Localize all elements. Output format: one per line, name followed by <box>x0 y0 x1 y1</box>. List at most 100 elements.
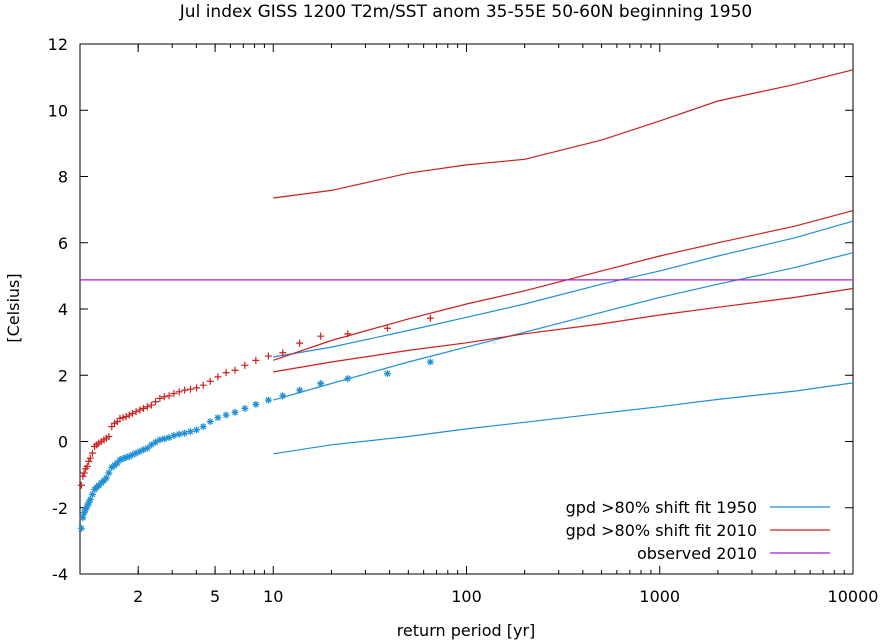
legend-label: observed 2010 <box>637 544 757 563</box>
data-point <box>344 330 352 338</box>
data-point <box>181 386 189 394</box>
data-point <box>136 447 144 455</box>
data-point <box>147 401 155 409</box>
data-point <box>241 404 249 412</box>
data-point <box>129 451 137 459</box>
data-point <box>132 449 140 457</box>
data-point <box>317 380 325 388</box>
data-point <box>214 373 222 381</box>
x-tick-label: 100 <box>451 587 482 606</box>
y-tick-label: -4 <box>52 565 68 584</box>
data-point <box>264 352 272 360</box>
y-tick-label: -2 <box>52 499 68 518</box>
x-tick-label: 10000 <box>828 587 879 606</box>
y-tick-label: 4 <box>58 300 68 319</box>
data-point <box>105 433 113 441</box>
data-point <box>214 414 222 422</box>
data-point <box>231 408 239 416</box>
data-point <box>175 430 183 438</box>
data-point <box>77 524 85 532</box>
data-point <box>88 491 96 498</box>
x-tick-label: 1000 <box>639 587 680 606</box>
data-point <box>193 426 201 434</box>
data-point <box>143 444 151 452</box>
data-point <box>344 375 352 383</box>
data-point <box>125 452 133 460</box>
data-point <box>83 462 91 470</box>
data-point <box>181 429 189 437</box>
series-line <box>273 382 854 455</box>
data-point <box>186 428 194 436</box>
data-point <box>139 404 147 412</box>
data-point <box>252 356 260 364</box>
data-point <box>83 502 91 510</box>
data-point <box>122 413 130 421</box>
data-point <box>119 414 127 422</box>
series-line <box>273 69 854 199</box>
legend-label: gpd >80% shift fit 2010 <box>566 521 757 540</box>
plot-area: -4 -2 0 2 4 6 8 10 12 2 5 10 100 1000 10000 <box>48 35 879 606</box>
data-point <box>279 349 287 357</box>
data-point <box>383 324 391 332</box>
plot-frame <box>79 43 854 575</box>
x-tick-label: 5 <box>210 587 220 606</box>
data-point <box>116 456 124 464</box>
data-point <box>252 400 260 408</box>
data-point <box>132 408 140 416</box>
data-point <box>122 453 130 461</box>
data-point <box>170 432 178 440</box>
y-tick-label: 0 <box>58 433 68 452</box>
y-tick-label: 2 <box>58 366 68 385</box>
data-point <box>105 469 113 477</box>
data-point <box>160 435 168 443</box>
y-tick-label: 12 <box>48 35 68 54</box>
y-tick-label: 8 <box>58 168 68 187</box>
data-point <box>129 409 137 417</box>
data-point <box>139 446 147 454</box>
data-point <box>186 385 194 393</box>
data-point <box>264 396 272 404</box>
data-point <box>175 388 183 396</box>
data-point <box>116 414 124 422</box>
series-line <box>273 210 854 361</box>
data-point <box>85 499 93 507</box>
data-point <box>222 369 230 377</box>
data-point <box>383 370 391 378</box>
data-point <box>296 339 304 347</box>
data-point <box>100 477 108 485</box>
data-point <box>111 461 119 469</box>
data-point <box>156 394 164 402</box>
y-tick-label: 6 <box>58 234 68 253</box>
data-point <box>80 469 88 477</box>
y-tick-label: 10 <box>48 101 68 120</box>
x-tick-label: 10 <box>263 587 283 606</box>
data-point <box>119 455 127 463</box>
data-point <box>136 406 144 414</box>
data-point <box>113 459 121 467</box>
series-line <box>273 287 854 373</box>
data-point <box>160 393 168 401</box>
data-point <box>85 457 93 465</box>
data-point <box>426 314 434 322</box>
data-point <box>79 472 87 480</box>
data-point <box>165 392 173 400</box>
data-point <box>125 411 133 419</box>
data-point <box>152 398 160 406</box>
data-point <box>170 389 178 397</box>
data-point <box>165 434 173 442</box>
legend-label: gpd >80% shift fit 1950 <box>566 498 757 517</box>
data-point <box>296 386 304 394</box>
series-line <box>273 252 854 401</box>
x-axis-label: return period [yr] <box>397 621 536 640</box>
data-point <box>143 403 151 411</box>
data-point <box>199 381 207 389</box>
data-point <box>86 495 94 503</box>
data-point <box>222 411 230 419</box>
data-point <box>279 392 287 400</box>
data-point <box>241 361 249 369</box>
data-point <box>95 482 103 490</box>
data-point <box>317 332 325 340</box>
data-point <box>82 505 90 513</box>
legend: gpd >80% shift fit 1950 gpd >80% shift fi… <box>566 498 830 563</box>
x-tick-label: 2 <box>133 587 143 606</box>
